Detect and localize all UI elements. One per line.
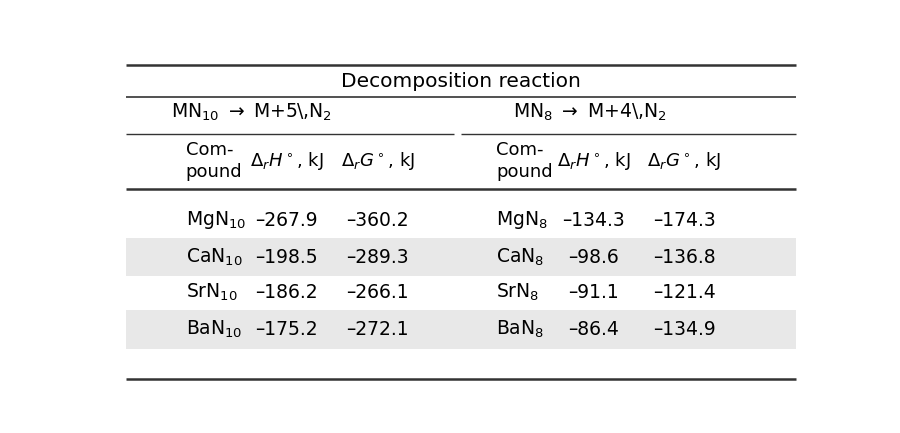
Text: –272.1: –272.1 <box>346 320 409 339</box>
Text: BaN$_8$: BaN$_8$ <box>496 319 544 340</box>
Text: MgN$_8$: MgN$_8$ <box>496 209 548 231</box>
Text: –175.2: –175.2 <box>256 320 319 339</box>
Text: –266.1: –266.1 <box>346 283 409 302</box>
Text: CaN$_{10}$: CaN$_{10}$ <box>185 246 242 268</box>
Text: –91.1: –91.1 <box>569 283 619 302</box>
Text: CaN$_8$: CaN$_8$ <box>496 246 544 268</box>
Text: –98.6: –98.6 <box>569 248 619 266</box>
Text: –86.4: –86.4 <box>568 320 619 339</box>
Bar <box>126 238 796 276</box>
Text: MN$_{10}$ $\rightarrow$ M+5\,N$_2$: MN$_{10}$ $\rightarrow$ M+5\,N$_2$ <box>172 101 332 123</box>
Text: MgN$_{10}$: MgN$_{10}$ <box>185 209 246 231</box>
Text: Decomposition reaction: Decomposition reaction <box>341 71 581 90</box>
Text: MN$_8$ $\rightarrow$ M+4\,N$_2$: MN$_8$ $\rightarrow$ M+4\,N$_2$ <box>514 101 667 123</box>
Text: SrN$_8$: SrN$_8$ <box>496 282 539 304</box>
Text: $\Delta_r H^\circ$, kJ: $\Delta_r H^\circ$, kJ <box>557 150 631 172</box>
Text: –198.5: –198.5 <box>256 248 319 266</box>
Text: $\Delta_r G^\circ$, kJ: $\Delta_r G^\circ$, kJ <box>647 150 722 172</box>
Text: BaN$_{10}$: BaN$_{10}$ <box>185 319 242 340</box>
Text: $\Delta_r H^\circ$, kJ: $\Delta_r H^\circ$, kJ <box>250 150 324 172</box>
Text: –136.8: –136.8 <box>653 248 716 266</box>
Text: –289.3: –289.3 <box>346 248 409 266</box>
Text: Com-
pound: Com- pound <box>496 141 553 181</box>
Text: –267.9: –267.9 <box>256 211 319 230</box>
Text: –134.9: –134.9 <box>653 320 716 339</box>
Text: Com-
pound: Com- pound <box>185 141 242 181</box>
Text: –186.2: –186.2 <box>256 283 319 302</box>
Text: –121.4: –121.4 <box>653 283 716 302</box>
Text: SrN$_{10}$: SrN$_{10}$ <box>185 282 238 304</box>
Bar <box>126 310 796 349</box>
Text: $\Delta_r G^\circ$, kJ: $\Delta_r G^\circ$, kJ <box>340 150 415 172</box>
Text: –360.2: –360.2 <box>346 211 409 230</box>
Text: –174.3: –174.3 <box>653 211 716 230</box>
Text: –134.3: –134.3 <box>562 211 626 230</box>
